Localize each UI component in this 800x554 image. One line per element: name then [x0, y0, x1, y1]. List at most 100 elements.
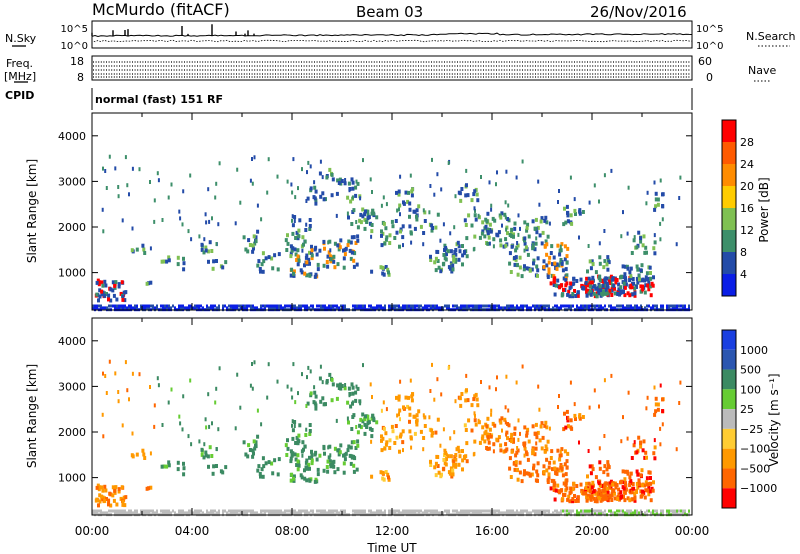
velocity-cell — [651, 488, 655, 493]
power-cell — [592, 304, 594, 308]
velocity-cell — [644, 450, 648, 455]
velocity-cell — [272, 509, 274, 513]
power-cell — [548, 221, 551, 226]
power-cell — [290, 267, 294, 272]
velocity-cell — [458, 454, 462, 459]
power-cell — [624, 264, 628, 269]
velocity-cell — [413, 414, 417, 419]
velocity-cell — [494, 509, 496, 513]
power-cell — [410, 306, 412, 310]
velocity-cell — [546, 478, 550, 483]
power-cell — [629, 266, 633, 271]
power-cell — [494, 304, 496, 308]
velocity-cell — [536, 461, 540, 466]
power-cell — [476, 306, 478, 310]
power-cell — [651, 283, 655, 288]
velocity-cell — [550, 449, 554, 454]
power-cell — [565, 260, 569, 265]
power-cell — [198, 234, 201, 239]
velocity-cell — [447, 470, 451, 475]
power-cell — [149, 246, 152, 251]
power-cell — [324, 304, 326, 308]
velocity-cell — [363, 422, 367, 427]
power-cell — [605, 276, 609, 281]
velocity-cell — [337, 452, 341, 457]
velocity-cell — [525, 433, 529, 438]
power-cell — [679, 175, 682, 180]
velocity-cell — [487, 440, 491, 445]
power-cell — [508, 306, 510, 310]
velocity-cell — [194, 511, 196, 515]
power-cell — [276, 304, 278, 308]
nave-tick-bottom: 0 — [706, 71, 713, 84]
colorbar-tick-label: −25 — [740, 423, 763, 436]
power-cell — [162, 306, 164, 310]
power-cell — [424, 306, 426, 310]
velocity-cell — [645, 476, 649, 481]
velocity-cell — [301, 372, 303, 377]
velocity-cell — [571, 499, 575, 504]
velocity-cell — [505, 374, 508, 379]
velocity-cell — [108, 509, 110, 513]
velocity-cell — [492, 509, 494, 513]
velocity-cell — [523, 441, 527, 446]
power-cell — [593, 183, 596, 188]
velocity-cell — [418, 509, 420, 513]
velocity-cell — [404, 511, 406, 515]
power-cell — [144, 304, 146, 308]
power-cell — [523, 241, 527, 246]
velocity-cell — [526, 509, 528, 513]
power-cell — [289, 254, 293, 259]
velocity-cell — [190, 511, 192, 515]
power-cell — [480, 175, 482, 179]
power-cell — [624, 282, 628, 287]
power-cell — [363, 217, 367, 222]
power-cell — [597, 291, 601, 296]
velocity-cell — [98, 509, 100, 513]
velocity-cell — [128, 509, 130, 513]
power-cell — [608, 288, 612, 293]
power-cell — [536, 304, 538, 308]
power-cell — [432, 304, 434, 308]
colorbar-tick-label: 16 — [740, 202, 754, 215]
velocity-cell — [297, 439, 301, 444]
power-cell — [516, 241, 519, 245]
velocity-cell — [498, 509, 500, 513]
velocity-cell — [617, 487, 621, 492]
velocity-cell — [548, 511, 550, 515]
power-cell — [342, 304, 344, 308]
velocity-cell — [534, 422, 538, 427]
velocity-cell — [641, 448, 645, 453]
velocity-cell — [149, 451, 152, 456]
power-cell — [436, 306, 438, 310]
power-cell — [498, 306, 500, 310]
power-cell — [122, 290, 126, 295]
power-cell — [402, 304, 404, 308]
power-cell — [330, 172, 334, 177]
velocity-cell — [256, 511, 258, 515]
velocity-cell — [261, 474, 265, 479]
velocity-cell — [490, 408, 493, 413]
velocity-cell — [297, 463, 301, 468]
power-cell — [622, 290, 625, 294]
power-cell — [192, 306, 194, 310]
velocity-cell — [497, 435, 501, 440]
velocity-cell — [105, 391, 108, 395]
power-cell — [359, 196, 362, 201]
velocity-cell — [537, 384, 540, 389]
y-tick-label: 1000 — [58, 472, 86, 485]
velocity-cell — [582, 490, 586, 495]
power-cell — [429, 254, 432, 259]
power-cell — [533, 247, 537, 252]
velocity-cell — [106, 511, 108, 515]
velocity-cell — [250, 509, 252, 513]
velocity-cell — [514, 460, 518, 465]
power-cell — [146, 304, 148, 308]
velocity-cell — [598, 509, 600, 513]
power-cell — [182, 304, 184, 308]
power-cell — [632, 281, 636, 286]
power-cell — [672, 306, 674, 310]
power-cell — [168, 306, 170, 310]
power-cell — [660, 304, 662, 308]
power-cell — [556, 278, 560, 283]
